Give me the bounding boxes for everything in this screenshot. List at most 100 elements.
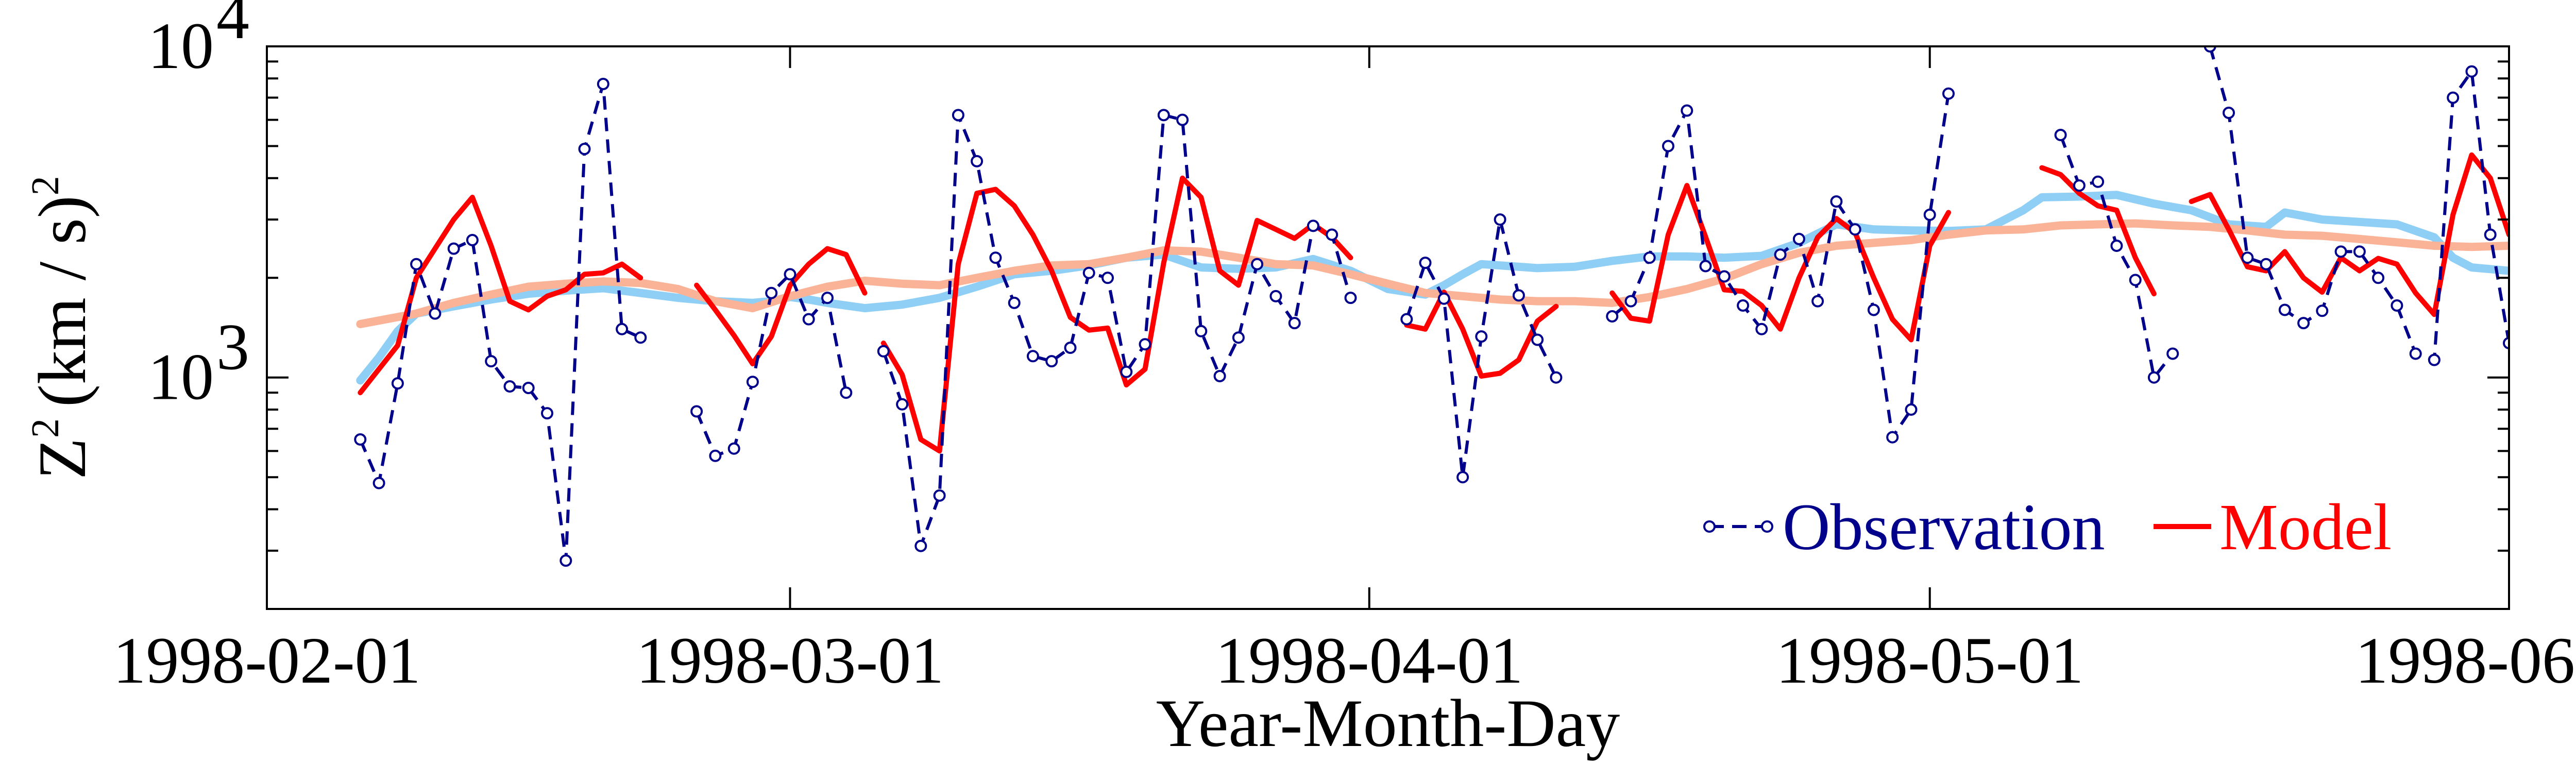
observation-marker bbox=[2334, 245, 2347, 258]
observation-marker bbox=[877, 345, 890, 358]
observation-marker bbox=[1624, 295, 1637, 308]
observation-marker bbox=[372, 477, 385, 489]
observation-marker bbox=[784, 268, 796, 281]
observation-marker bbox=[802, 313, 815, 326]
observation-marker bbox=[2447, 91, 2460, 104]
observation-line-segment bbox=[2208, 46, 2509, 362]
observation-marker bbox=[1849, 223, 1861, 236]
observation-marker bbox=[410, 258, 423, 270]
observation-marker bbox=[746, 376, 759, 388]
observation-marker bbox=[503, 380, 516, 393]
observation-marker bbox=[1082, 266, 1095, 279]
legend-observation-marker bbox=[1703, 520, 1716, 533]
observation-marker bbox=[690, 405, 703, 418]
observation-marker bbox=[1830, 195, 1843, 208]
y-tick-label: 10 bbox=[148, 9, 214, 82]
plot-frame bbox=[266, 45, 2510, 610]
observation-marker bbox=[634, 331, 647, 344]
legend-observation-label: Observation bbox=[1783, 490, 2105, 564]
observation-marker bbox=[1606, 310, 1619, 323]
observation-marker bbox=[1923, 208, 1936, 221]
observation-marker bbox=[1699, 260, 1712, 273]
model-line-segment bbox=[2039, 165, 2157, 297]
observation-marker bbox=[1213, 370, 1226, 382]
observation-marker bbox=[429, 307, 442, 320]
model-line-segment bbox=[880, 175, 1353, 454]
observation-marker bbox=[2316, 304, 2329, 317]
observation-marker bbox=[1755, 323, 1768, 335]
y-axis-title-z-exponent: 2 bbox=[24, 418, 67, 438]
observation-marker bbox=[2391, 299, 2403, 312]
observation-marker bbox=[765, 286, 778, 299]
y-tick-label-base: 10 bbox=[148, 341, 214, 414]
observation-line-segment bbox=[359, 82, 641, 563]
observation-marker bbox=[1437, 292, 1450, 305]
observation-marker bbox=[1251, 258, 1264, 270]
observation-marker bbox=[1792, 232, 1805, 245]
observation-marker bbox=[2204, 46, 2216, 53]
legend-observation-marker bbox=[1761, 520, 1773, 533]
observation-marker bbox=[1307, 219, 1319, 232]
observation-marker bbox=[1681, 104, 1693, 117]
observation-marker bbox=[2073, 179, 2086, 192]
observation-marker bbox=[709, 449, 722, 462]
observation-marker bbox=[1531, 333, 1544, 346]
observation-marker bbox=[1494, 213, 1506, 226]
observation-marker bbox=[522, 382, 535, 394]
observation-marker bbox=[2278, 303, 2291, 316]
x-axis-title: Year-Month-Day bbox=[1156, 685, 1620, 761]
observation-marker bbox=[933, 489, 946, 502]
observation-marker bbox=[1718, 270, 1731, 283]
observation-marker bbox=[578, 143, 591, 156]
observation-marker bbox=[2353, 245, 2366, 258]
observation-marker bbox=[1120, 365, 1133, 378]
observation-marker bbox=[2484, 228, 2497, 241]
observation-marker bbox=[971, 155, 984, 167]
x-tick-label: 1998-03-01 bbox=[636, 624, 944, 697]
observation-marker bbox=[896, 398, 909, 411]
legend-model-label: Model bbox=[2219, 490, 2392, 564]
observation-marker bbox=[485, 355, 498, 368]
observation-marker bbox=[2054, 129, 2067, 141]
observation-marker bbox=[1288, 317, 1301, 330]
x-tick-label: 1998-05-01 bbox=[1776, 624, 2083, 697]
observation-marker bbox=[2129, 274, 2142, 286]
observation-marker bbox=[1326, 228, 1338, 241]
observation-marker bbox=[1269, 290, 1282, 302]
observation-marker bbox=[1064, 342, 1077, 354]
observation-marker bbox=[1026, 350, 1039, 363]
observation-marker bbox=[1737, 299, 1750, 312]
observation-marker bbox=[2297, 317, 2310, 330]
observation-marker bbox=[2260, 258, 2273, 270]
observation-marker bbox=[821, 292, 834, 304]
model-line-segment bbox=[1404, 290, 1559, 379]
x-tick-label: 1998-04-01 bbox=[1215, 624, 1523, 697]
observation-marker bbox=[1045, 355, 1058, 368]
observation-marker bbox=[989, 251, 1002, 264]
observation-marker bbox=[1232, 331, 1245, 344]
observation-marker bbox=[616, 323, 629, 335]
observation-marker bbox=[2465, 65, 2478, 78]
observation-marker bbox=[1157, 109, 1170, 122]
observation-marker bbox=[2092, 175, 2105, 188]
observation-marker bbox=[2223, 107, 2235, 119]
observation-marker bbox=[1811, 295, 1824, 308]
observation-marker bbox=[2503, 337, 2509, 349]
observation-marker bbox=[1101, 272, 1114, 284]
observation-marker bbox=[560, 554, 572, 567]
observation-marker bbox=[2110, 240, 2123, 252]
observation-marker bbox=[2241, 251, 2254, 264]
observation-marker bbox=[1942, 87, 1955, 100]
y-axis-title-z: Z bbox=[24, 438, 100, 480]
observation-marker bbox=[1139, 338, 1151, 351]
observation-marker bbox=[597, 78, 609, 90]
x-tick-labels: 1998-02-01 1998-03-01 1998-04-01 1998-05-01… bbox=[113, 624, 2576, 697]
axis-ticks bbox=[266, 45, 2510, 609]
observation-marker bbox=[1550, 371, 1563, 384]
observation-marker bbox=[2372, 272, 2385, 284]
observation-marker bbox=[1419, 257, 1432, 269]
observation-marker bbox=[1774, 248, 1787, 261]
observation-marker bbox=[2166, 347, 2179, 360]
observation-marker bbox=[840, 386, 853, 399]
